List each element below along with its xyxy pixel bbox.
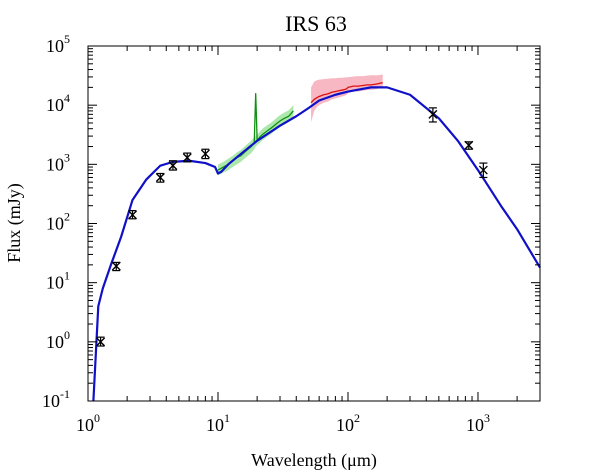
y-axis-label: Flux (mJy) bbox=[4, 183, 25, 263]
photometry-point bbox=[200, 148, 210, 160]
y-tick-label: 101 bbox=[46, 269, 70, 293]
y-tick-label: 10-1 bbox=[42, 387, 70, 411]
y-tick-label: 105 bbox=[46, 32, 70, 56]
photometry-point bbox=[478, 162, 488, 179]
x-tick-label: 103 bbox=[466, 411, 490, 435]
x-tick-label: 100 bbox=[76, 411, 100, 435]
chart-title: IRS 63 bbox=[285, 11, 347, 36]
photometry-point bbox=[96, 336, 106, 347]
model-sed-line bbox=[92, 86, 541, 402]
photometry-point bbox=[128, 210, 138, 220]
photometry-point bbox=[155, 172, 165, 183]
photometry-point bbox=[168, 160, 178, 171]
x-axis: 100 101 102 103 bbox=[76, 46, 541, 435]
photometry-point bbox=[428, 107, 438, 123]
y-axis: 10-1 100 101 102 103 104 105 bbox=[42, 32, 540, 411]
x-tick-label: 102 bbox=[336, 411, 360, 435]
y-tick-label: 103 bbox=[46, 150, 70, 174]
y-tick-label: 102 bbox=[46, 210, 70, 234]
photometry-point bbox=[182, 152, 192, 163]
herschel-error-band bbox=[311, 74, 383, 122]
y-tick-label: 104 bbox=[46, 91, 70, 115]
photometry-point bbox=[464, 140, 474, 150]
herschel-spectrum-line bbox=[310, 82, 383, 104]
y-tick-label: 100 bbox=[46, 328, 70, 352]
x-axis-label: Wavelength (μm) bbox=[251, 450, 377, 471]
photometry-point bbox=[111, 261, 121, 272]
plot-area bbox=[92, 74, 541, 402]
x-tick-label: 101 bbox=[206, 411, 230, 435]
